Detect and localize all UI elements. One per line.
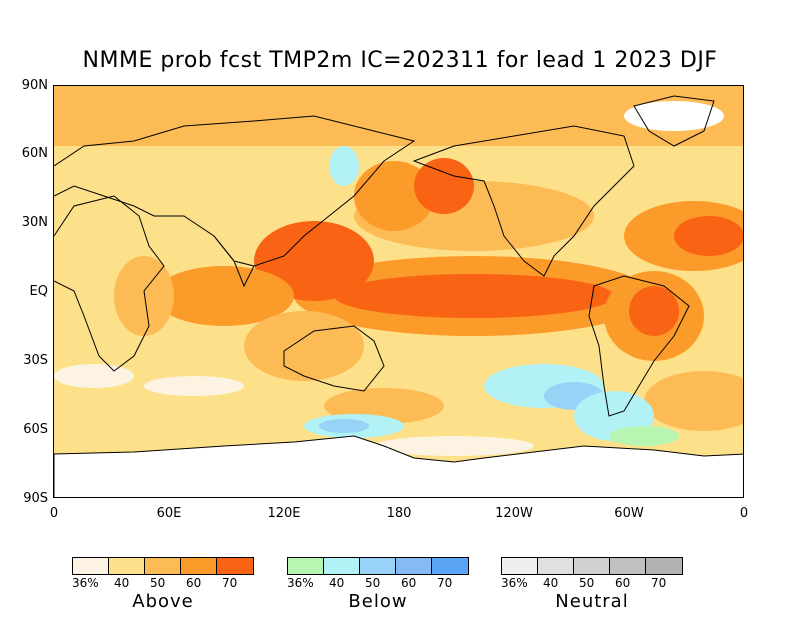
legend-swatch <box>73 558 109 574</box>
legend-tick: 50 <box>365 576 381 590</box>
legend-tick: 60 <box>615 576 631 590</box>
lon-label-60e: 60E <box>156 506 182 521</box>
lat-label-30s: 30S <box>23 353 48 368</box>
legend-swatch <box>502 558 538 574</box>
legend-below-colorbar <box>287 557 469 575</box>
legend-tick: 36% <box>287 576 314 590</box>
lat-label-eq: EQ <box>29 284 48 299</box>
legend-tick: 50 <box>579 576 595 590</box>
legend-above: 36% 40 50 60 70 Above <box>72 557 254 612</box>
legend-tick: 70 <box>437 576 453 590</box>
legend-swatch <box>288 558 324 574</box>
legend-tick: 50 <box>150 576 166 590</box>
lon-label-120e: 120E <box>267 506 301 521</box>
legend-tick: 36% <box>72 576 99 590</box>
legend-swatch <box>574 558 610 574</box>
legend-below: 36% 40 50 60 70 Below <box>287 557 469 612</box>
lon-label-0: 0 <box>49 506 59 521</box>
legend-above-label: Above <box>132 591 194 612</box>
legend-swatch <box>145 558 181 574</box>
legend-swatch <box>109 558 145 574</box>
lon-label-0-right: 0 <box>739 506 749 521</box>
lat-label-30n: 30N <box>21 215 48 230</box>
legend-swatch <box>217 558 253 574</box>
map-canvas <box>54 86 743 497</box>
lat-label-60n: 60N <box>21 146 48 161</box>
legend-swatch <box>181 558 217 574</box>
legend-swatch <box>324 558 360 574</box>
map-title: NMME prob fcst TMP2m IC=202311 for lead … <box>82 48 718 73</box>
legend-swatch <box>360 558 396 574</box>
legend-neutral-ticks: 36% 40 50 60 70 <box>501 575 683 590</box>
legend-tick: 40 <box>543 576 559 590</box>
lat-label-60s: 60S <box>23 422 48 437</box>
lon-label-180: 180 <box>386 506 412 521</box>
legend-above-ticks: 36% 40 50 60 70 <box>72 575 254 590</box>
legend-swatch <box>610 558 646 574</box>
legend-tick: 40 <box>329 576 345 590</box>
legend-tick: 60 <box>401 576 417 590</box>
legend-swatch <box>538 558 574 574</box>
legend-below-ticks: 36% 40 50 60 70 <box>287 575 469 590</box>
legend-tick: 40 <box>114 576 130 590</box>
probability-map <box>53 85 744 498</box>
legend-swatch <box>432 558 468 574</box>
legend-tick: 36% <box>501 576 528 590</box>
lon-label-120w: 120W <box>495 506 533 521</box>
legend-neutral: 36% 40 50 60 70 Neutral <box>501 557 683 612</box>
legend-above-colorbar <box>72 557 254 575</box>
legend-tick: 70 <box>651 576 667 590</box>
lon-label-60w: 60W <box>614 506 644 521</box>
legend-swatch <box>646 558 682 574</box>
legend-below-label: Below <box>348 591 408 612</box>
lat-label-90s: 90S <box>23 491 48 506</box>
legend-swatch <box>396 558 432 574</box>
lat-label-90n: 90N <box>21 78 48 93</box>
legend-tick: 70 <box>222 576 238 590</box>
legend-neutral-label: Neutral <box>555 591 629 612</box>
legend-tick: 60 <box>186 576 202 590</box>
legend-neutral-colorbar <box>501 557 683 575</box>
